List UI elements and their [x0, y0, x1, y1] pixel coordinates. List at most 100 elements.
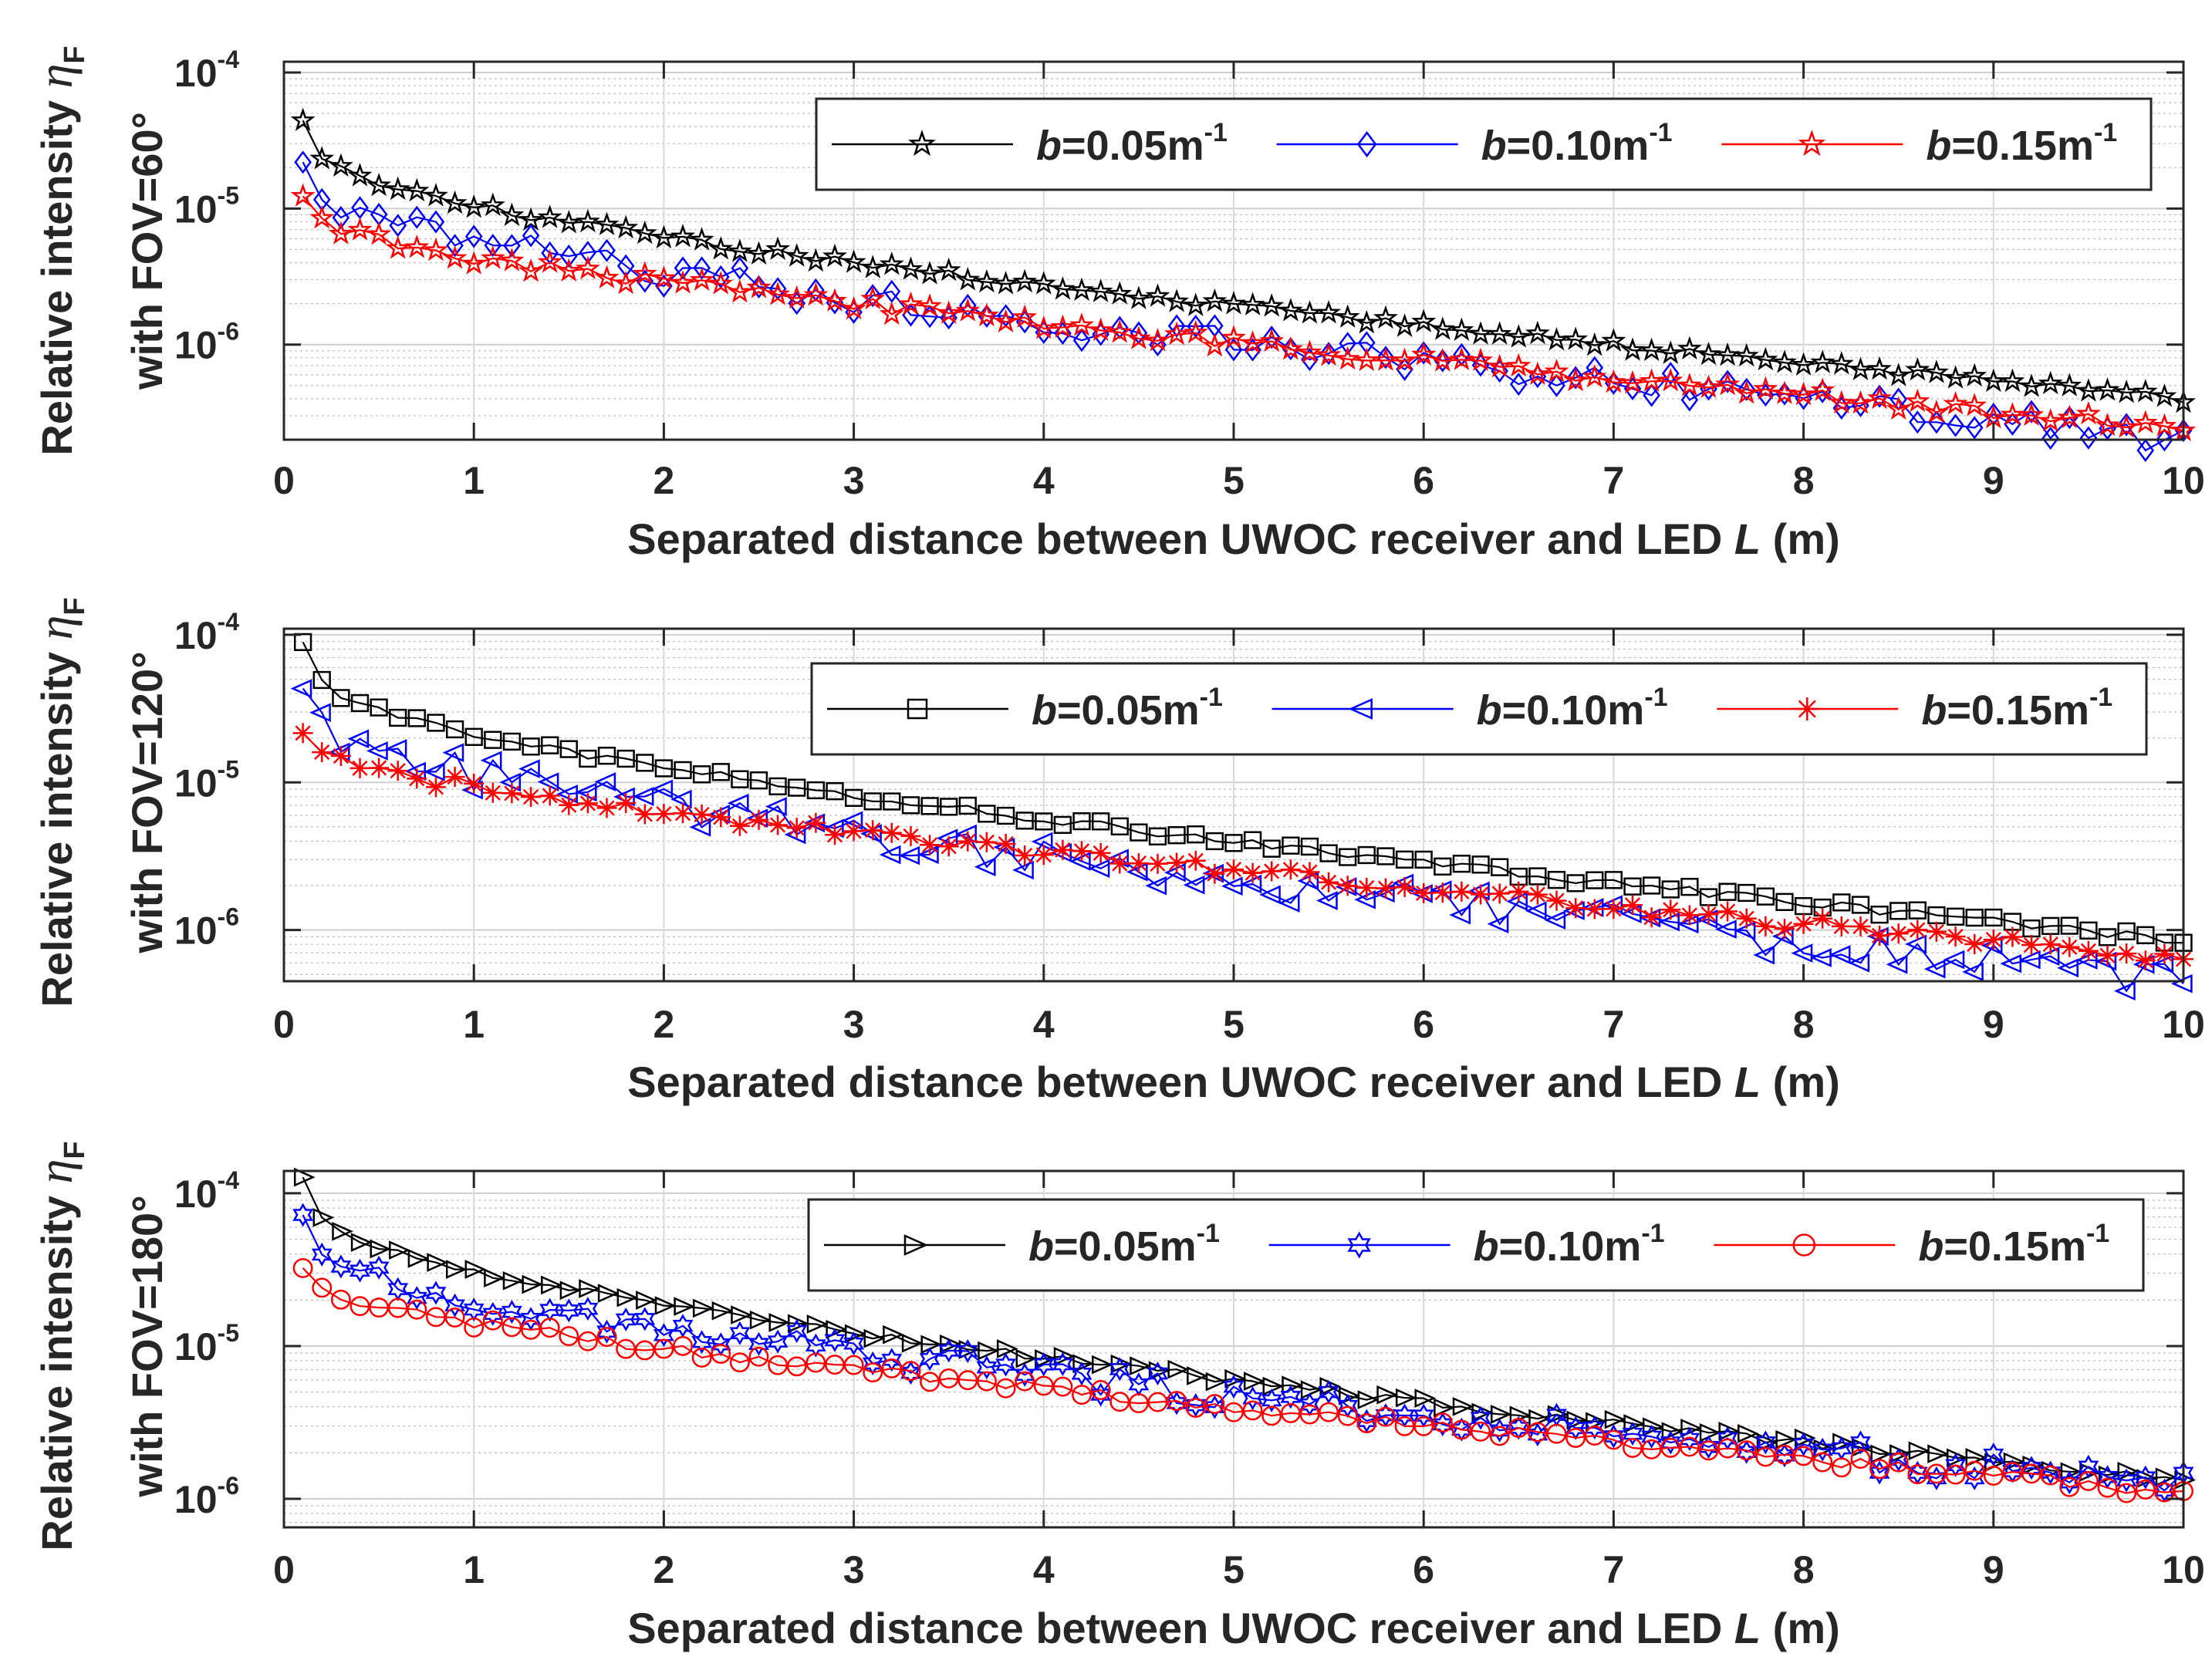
data-point: [731, 1305, 752, 1324]
data-point: [1660, 1437, 1681, 1458]
data-point: [461, 251, 487, 275]
data-point: [1775, 919, 1795, 940]
data-point: [957, 1339, 978, 1363]
data-point: [1867, 385, 1893, 410]
data-point: [1962, 393, 1987, 417]
data-point: [1319, 872, 1339, 892]
data-point: [350, 1296, 370, 1317]
data-point: [2154, 1482, 2175, 1503]
data-point: [520, 1307, 542, 1331]
data-point: [1411, 309, 1437, 332]
data-point: [1354, 889, 1376, 909]
data-point: [708, 271, 734, 295]
legend-label-value: =0.05m: [1054, 1223, 1197, 1270]
data-point: [881, 822, 902, 843]
data-point: [881, 1348, 903, 1372]
data-point: [632, 261, 657, 285]
data-point: [786, 818, 807, 839]
data-point: [539, 1297, 561, 1322]
data-point: [1509, 373, 1528, 396]
legend-marker: [907, 698, 928, 720]
legend-item-3: b=0.15m-1: [1714, 1219, 2109, 1270]
data-point: [691, 804, 712, 825]
x-tick-label: 10: [2162, 1003, 2205, 1046]
data-point: [1775, 1444, 1795, 1465]
data-point: [1278, 336, 1303, 360]
data-point: [579, 749, 597, 768]
data-point: [768, 1313, 791, 1332]
data-point: [445, 720, 464, 739]
data-point: [407, 1299, 427, 1320]
legend-label-value: =0.10m: [1502, 687, 1645, 734]
legend-label: b=0.10m-1: [1477, 683, 1668, 734]
data-point: [1619, 904, 1642, 923]
data-point: [1319, 1402, 1339, 1422]
data-point: [1357, 1390, 1380, 1409]
data-point: [1565, 898, 1586, 919]
data-point: [2078, 1454, 2099, 1479]
data-point: [1886, 396, 1911, 420]
data-point: [1033, 1375, 1054, 1396]
data-point: [1224, 1402, 1244, 1422]
data-point: [727, 238, 752, 262]
data-point: [1110, 817, 1129, 835]
data-point: [292, 723, 313, 744]
data-point: [1886, 954, 1908, 974]
data-point: [1848, 356, 1873, 380]
data-point: [1449, 905, 1471, 925]
data-point: [1642, 876, 1661, 895]
data-point: [1641, 1439, 1662, 1459]
data-point: [312, 670, 331, 690]
data-point: [1850, 1449, 1871, 1469]
y-axis-label-line1: Relative intensity ηF: [28, 1141, 91, 1550]
data-point: [976, 1355, 998, 1380]
data-point: [1031, 315, 1056, 339]
data-point: [1069, 277, 1095, 301]
data-point: [1771, 380, 1797, 404]
data-point: [1888, 923, 1909, 944]
data-point: [366, 172, 392, 197]
data-point: [863, 792, 882, 811]
data-point: [993, 309, 1018, 332]
data-point: [1300, 837, 1319, 856]
data-point: [2041, 427, 2059, 450]
data-point: [1167, 852, 1187, 873]
data-point: [2117, 922, 2136, 941]
data-point: [522, 737, 540, 756]
data-point: [2079, 426, 2098, 450]
data-point: [1414, 1389, 1437, 1408]
data-point: [594, 211, 620, 235]
data-point: [748, 1331, 769, 1356]
data-point: [974, 857, 996, 877]
data-point: [2000, 953, 2022, 973]
data-point: [389, 708, 407, 727]
data-point: [1224, 1368, 1247, 1389]
data-point: [1167, 314, 1186, 338]
data-point: [442, 190, 468, 214]
data-point: [670, 224, 696, 248]
data-point: [803, 248, 829, 272]
data-point: [293, 633, 312, 652]
data-point: [900, 825, 921, 846]
x-tick-label: 5: [1223, 1003, 1244, 1046]
data-point: [841, 811, 863, 831]
data-point: [332, 689, 350, 707]
legend-marker: [908, 130, 936, 157]
data-point: [556, 785, 578, 804]
data-point: [1753, 376, 1778, 400]
data-point: [594, 265, 620, 288]
data-point: [1905, 934, 1927, 954]
data-point: [290, 679, 312, 698]
data-point: [768, 1355, 789, 1375]
data-point: [632, 220, 657, 245]
data-point: [1452, 855, 1471, 873]
x-tick-label: 0: [273, 1548, 295, 1591]
data-point: [1658, 368, 1683, 392]
data-point: [1829, 390, 1854, 414]
data-point: [2021, 935, 2041, 955]
data-point: [917, 845, 939, 865]
data-point: [521, 1319, 542, 1340]
data-point: [1736, 908, 1757, 929]
data-point: [786, 1319, 808, 1344]
